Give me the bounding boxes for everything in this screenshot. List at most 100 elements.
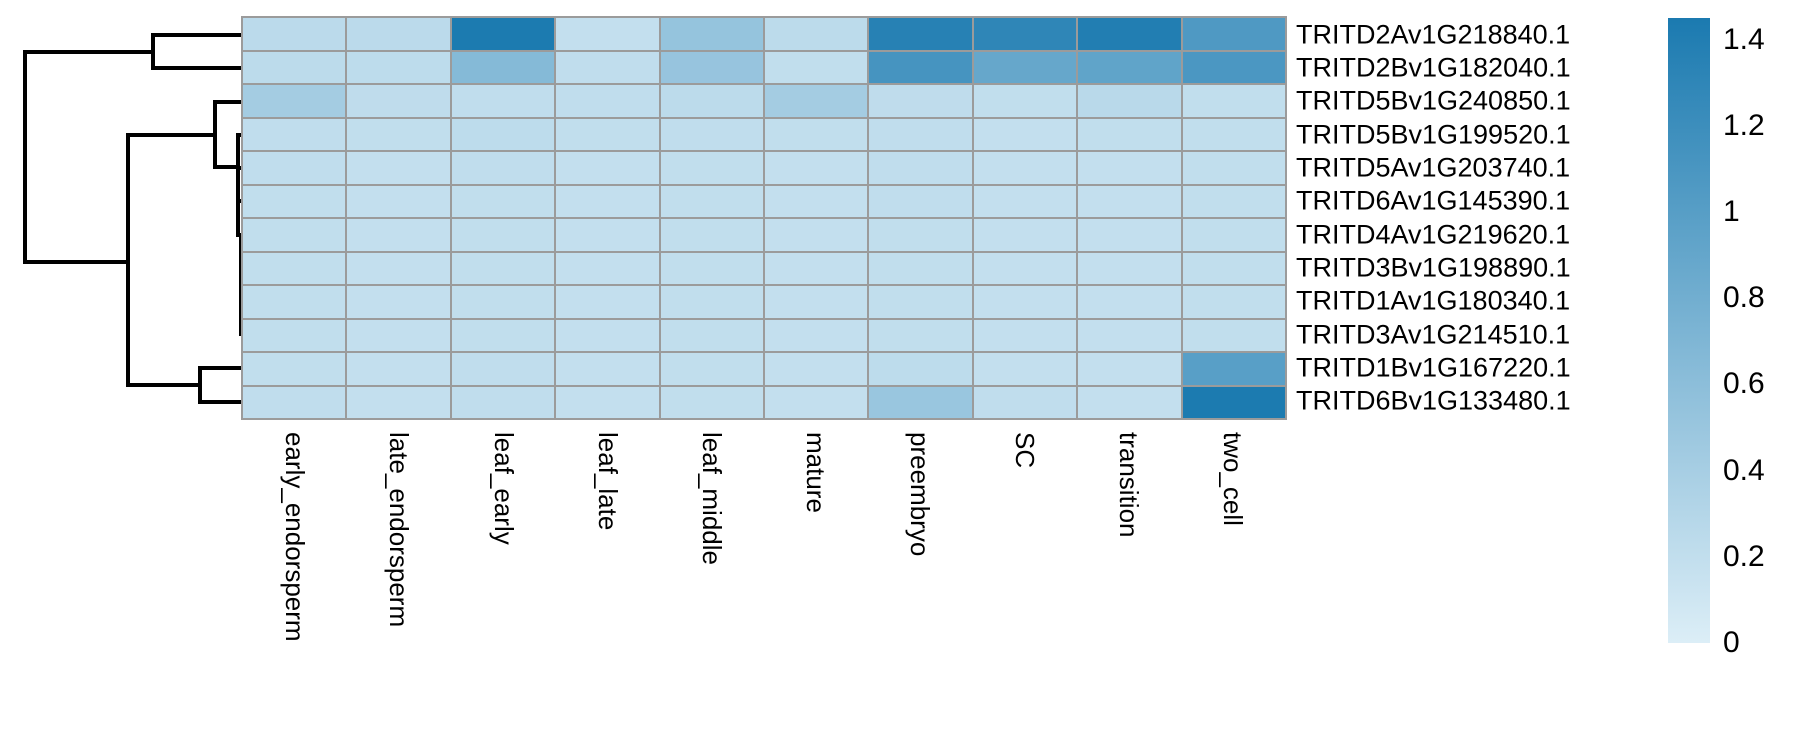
row-label: TRITD3Av1G214510.1 — [1296, 319, 1571, 350]
heatmap-cell-TRITD3Av1G214510.1-leaf_middle — [660, 319, 763, 351]
column-label: preembryo — [905, 432, 936, 557]
colorbar-tick-label: 0.8 — [1723, 281, 1765, 315]
heatmap-cell-TRITD5Bv1G199520.1-transition — [1078, 118, 1181, 150]
column-label: transition — [1113, 432, 1144, 538]
heatmap-cell-TRITD1Bv1G167220.1-late_endorsperm — [347, 353, 450, 385]
heatmap-cell-TRITD6Av1G145390.1-SC — [973, 185, 1077, 217]
heatmap-cell-TRITD4Av1G219620.1-early_endorsperm — [243, 219, 346, 251]
heatmap-cell-TRITD1Av1G180340.1-two_cell — [1182, 286, 1285, 318]
heatmap-cell-TRITD1Av1G180340.1-SC — [973, 286, 1077, 318]
heatmap-cell-TRITD1Av1G180340.1-transition — [1078, 286, 1181, 318]
heatmap-cell-TRITD4Av1G219620.1-SC — [973, 219, 1077, 251]
heatmap-cell-TRITD1Bv1G167220.1-preembryo — [869, 353, 972, 385]
colorbar-tick-label: 0.2 — [1723, 539, 1765, 573]
heatmap-cell-TRITD2Bv1G182040.1-transition — [1078, 51, 1181, 83]
heatmap-cell-TRITD3Bv1G198890.1-two_cell — [1182, 252, 1285, 284]
heatmap-cell-TRITD4Av1G219620.1-two_cell — [1182, 219, 1285, 251]
heatmap-cell-TRITD5Bv1G199520.1-leaf_middle — [660, 118, 763, 150]
heatmap-cell-TRITD5Bv1G240850.1-preembryo — [869, 85, 972, 117]
heatmap-cell-TRITD5Bv1G199520.1-late_endorsperm — [347, 118, 450, 150]
heatmap-cell-TRITD1Av1G180340.1-mature — [765, 286, 868, 318]
heatmap-cell-TRITD2Bv1G182040.1-early_endorsperm — [243, 51, 346, 83]
heatmap-cell-TRITD2Bv1G182040.1-mature — [765, 51, 868, 83]
heatmap-cell-TRITD3Av1G214510.1-preembryo — [869, 319, 972, 351]
row-label: TRITD6Av1G145390.1 — [1296, 185, 1571, 216]
heatmap-cell-TRITD2Av1G218840.1-late_endorsperm — [347, 18, 450, 50]
heatmap-cell-TRITD2Bv1G182040.1-leaf_late — [556, 51, 659, 83]
heatmap-cell-TRITD4Av1G219620.1-transition — [1078, 219, 1181, 251]
row-label: TRITD3Bv1G198890.1 — [1296, 252, 1571, 283]
heatmap-cell-TRITD3Av1G214510.1-SC — [973, 319, 1077, 351]
heatmap-cell-TRITD5Bv1G240850.1-leaf_middle — [660, 85, 763, 117]
row-label: TRITD4Av1G219620.1 — [1296, 219, 1571, 250]
heatmap-cell-TRITD4Av1G219620.1-leaf_late — [556, 219, 659, 251]
heatmap-cell-TRITD6Av1G145390.1-two_cell — [1182, 185, 1285, 217]
heatmap-cell-TRITD2Bv1G182040.1-late_endorsperm — [347, 51, 450, 83]
column-label: SC — [1009, 432, 1040, 469]
heatmap-cell-TRITD6Av1G145390.1-transition — [1078, 185, 1181, 217]
heatmap-cell-TRITD6Av1G145390.1-leaf_middle — [660, 185, 763, 217]
heatmap-cell-TRITD1Bv1G167220.1-early_endorsperm — [243, 353, 346, 385]
heatmap-cell-TRITD2Av1G218840.1-leaf_late — [556, 18, 659, 50]
heatmap-cell-TRITD3Av1G214510.1-leaf_early — [451, 319, 555, 351]
heatmap-cell-TRITD3Bv1G198890.1-mature — [765, 252, 868, 284]
heatmap-cell-TRITD3Av1G214510.1-late_endorsperm — [347, 319, 450, 351]
heatmap-cell-TRITD3Av1G214510.1-leaf_late — [556, 319, 659, 351]
row-label: TRITD1Bv1G167220.1 — [1296, 352, 1571, 383]
column-label: leaf_late — [592, 432, 623, 531]
heatmap-cell-TRITD3Av1G214510.1-mature — [765, 319, 868, 351]
heatmap-cell-TRITD2Av1G218840.1-two_cell — [1182, 18, 1285, 50]
heatmap-cell-TRITD3Bv1G198890.1-preembryo — [869, 252, 972, 284]
heatmap-cell-TRITD6Bv1G133480.1-late_endorsperm — [347, 386, 450, 418]
heatmap-cell-TRITD5Av1G203740.1-mature — [765, 152, 868, 184]
heatmap-cell-TRITD1Bv1G167220.1-mature — [765, 353, 868, 385]
heatmap-cell-TRITD5Bv1G240850.1-SC — [973, 85, 1077, 117]
heatmap-cell-TRITD5Bv1G199520.1-early_endorsperm — [243, 118, 346, 150]
heatmap-cell-TRITD3Bv1G198890.1-SC — [973, 252, 1077, 284]
heatmap-cell-TRITD6Av1G145390.1-leaf_late — [556, 185, 659, 217]
heatmap-cell-TRITD5Bv1G240850.1-mature — [765, 85, 868, 117]
heatmap-cell-TRITD2Bv1G182040.1-leaf_early — [451, 51, 555, 83]
heatmap-cell-TRITD5Av1G203740.1-two_cell — [1182, 152, 1285, 184]
column-label: leaf_early — [488, 432, 519, 545]
colorbar-gradient — [1668, 18, 1710, 643]
heatmap-cell-TRITD6Bv1G133480.1-SC — [973, 386, 1077, 418]
heatmap-grid — [241, 16, 1287, 420]
heatmap-cell-TRITD4Av1G219620.1-preembryo — [869, 219, 972, 251]
heatmap-cell-TRITD1Av1G180340.1-late_endorsperm — [347, 286, 450, 318]
column-label: two_cell — [1217, 432, 1248, 526]
heatmap-cell-TRITD6Bv1G133480.1-leaf_middle — [660, 386, 763, 418]
heatmap-cell-TRITD4Av1G219620.1-leaf_middle — [660, 219, 763, 251]
heatmap-cell-TRITD5Av1G203740.1-leaf_middle — [660, 152, 763, 184]
heatmap-cell-TRITD6Bv1G133480.1-mature — [765, 386, 868, 418]
colorbar-tick-label: 1.2 — [1723, 108, 1765, 142]
heatmap-cell-TRITD2Av1G218840.1-SC — [973, 18, 1077, 50]
heatmap-cell-TRITD6Av1G145390.1-early_endorsperm — [243, 185, 346, 217]
heatmap-cell-TRITD2Bv1G182040.1-SC — [973, 51, 1077, 83]
heatmap-cell-TRITD6Av1G145390.1-late_endorsperm — [347, 185, 450, 217]
heatmap-cell-TRITD5Bv1G240850.1-leaf_early — [451, 85, 555, 117]
heatmap-cell-TRITD1Bv1G167220.1-two_cell — [1182, 353, 1285, 385]
heatmap-cell-TRITD3Av1G214510.1-two_cell — [1182, 319, 1285, 351]
heatmap-cell-TRITD6Bv1G133480.1-leaf_early — [451, 386, 555, 418]
heatmap-cell-TRITD6Av1G145390.1-mature — [765, 185, 868, 217]
colorbar-tick-label: 0.6 — [1723, 367, 1765, 401]
row-label: TRITD5Bv1G199520.1 — [1296, 119, 1571, 150]
heatmap-cell-TRITD6Bv1G133480.1-early_endorsperm — [243, 386, 346, 418]
heatmap-cell-TRITD4Av1G219620.1-late_endorsperm — [347, 219, 450, 251]
heatmap-cell-TRITD2Av1G218840.1-mature — [765, 18, 868, 50]
heatmap-cell-TRITD4Av1G219620.1-leaf_early — [451, 219, 555, 251]
heatmap-cell-TRITD2Av1G218840.1-preembryo — [869, 18, 972, 50]
heatmap-cell-TRITD3Bv1G198890.1-early_endorsperm — [243, 252, 346, 284]
heatmap-cell-TRITD5Bv1G199520.1-SC — [973, 118, 1077, 150]
heatmap-cell-TRITD1Bv1G167220.1-leaf_late — [556, 353, 659, 385]
column-label: early_endorsperm — [280, 432, 311, 642]
heatmap-cell-TRITD3Bv1G198890.1-leaf_middle — [660, 252, 763, 284]
heatmap-cell-TRITD5Av1G203740.1-late_endorsperm — [347, 152, 450, 184]
column-label: leaf_middle — [696, 432, 727, 565]
heatmap-cell-TRITD5Av1G203740.1-early_endorsperm — [243, 152, 346, 184]
heatmap-cell-TRITD2Av1G218840.1-leaf_early — [451, 18, 555, 50]
heatmap-cell-TRITD1Bv1G167220.1-leaf_early — [451, 353, 555, 385]
colorbar-tick-label: 0.4 — [1723, 453, 1765, 487]
heatmap-cell-TRITD3Bv1G198890.1-late_endorsperm — [347, 252, 450, 284]
